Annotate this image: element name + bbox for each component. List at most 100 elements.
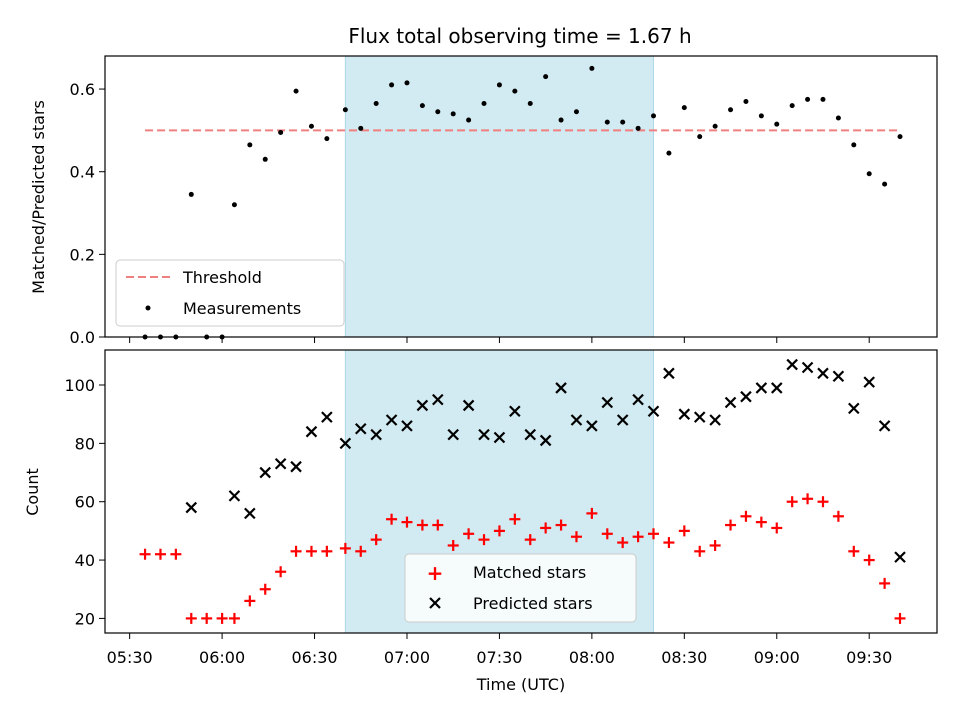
predicted-stars-point [185,501,198,514]
matched-stars-point [894,612,906,624]
matched-stars-point [339,542,351,554]
predicted-stars-point [305,425,318,438]
matched-stars-point [154,548,166,560]
matched-stars-point [305,545,317,557]
matched-stars-point [416,519,428,531]
measurement-point [758,113,764,119]
measurement-point [435,109,441,115]
predicted-stars-point [321,411,333,423]
matched-stars-point [832,510,844,522]
measurement-point [697,134,703,140]
ratio-legend-frame [115,259,345,327]
ratio-data-layer [142,65,903,340]
measurement-point [589,65,595,71]
matched-stars-point [879,577,891,589]
measurement-point [774,121,780,127]
predicted-stars-point [863,376,875,388]
measurement-point [712,123,718,129]
predicted-stars-point [817,367,829,380]
matched-stars-point [201,612,213,624]
matched-stars-point [447,539,459,551]
predicted-stars-point [601,396,614,409]
matched-stars-point [275,566,287,578]
count-legend: + Matched stars Predicted stars [404,553,637,623]
measurement-point [278,129,284,135]
measurement-point [481,101,487,107]
predicted-stars-point [370,428,382,441]
measurement-point [324,136,330,142]
measurement-point [835,115,841,121]
matched-stars-point [755,516,767,528]
predicted-stars-point [740,390,752,403]
measurement-point [882,181,888,187]
measurement-point [373,101,379,107]
count-panel: 20 40 60 80 100 05:30 06:00 06:30 07:00 07:30 08:0… [23,349,938,694]
x-axis-label: Time (UTC) [476,675,565,694]
highlight-span-top [344,55,655,338]
measurement-point [247,142,253,148]
measurement-point [851,142,857,148]
count-y-axis-label: Count [23,468,42,516]
measurement-point [450,111,456,117]
predicted-stars-point [290,460,302,473]
predicted-stars-point [555,382,567,394]
matched-stars-point [216,612,228,624]
measurement-point [620,119,626,125]
matched-stars-point [290,545,302,557]
count-data-layer [139,358,906,624]
matched-stars-point [725,519,737,531]
legend-measurements-label: Measurements [183,299,301,318]
matched-stars-point [663,537,675,549]
predicted-stars-point [509,405,521,418]
predicted-stars-point [848,402,860,415]
matched-stars-point [139,548,151,560]
predicted-stars-point [632,393,644,406]
predicted-stars-point [678,408,691,420]
matched-stars-point [570,531,582,543]
matched-stars-point [601,528,613,540]
matched-stars-point [817,496,829,508]
x-tick-label: 09:00 [754,648,800,667]
matched-stars-point [802,493,814,505]
measurement-point [496,82,502,88]
matched-stars-point [463,528,475,540]
measurement-point [728,107,734,113]
matched-stars-point [228,612,240,624]
matched-stars-point [786,496,798,508]
x-tick-label: 06:00 [199,648,245,667]
matched-stars-point [648,528,660,540]
matched-stars-point [321,545,333,557]
matched-stars-point [386,513,398,525]
predicted-stars-point [894,551,906,563]
x-tick-label: 05:30 [107,648,153,667]
x-tick-label: 06:30 [291,648,337,667]
predicted-stars-point [539,434,552,447]
measurement-point [543,74,549,80]
measurement-point [389,82,395,88]
matched-stars-point [401,516,413,528]
measurement-point [604,119,610,125]
matched-stars-point [586,507,598,519]
predicted-stars-point [478,428,490,441]
measurement-point [820,96,826,102]
count-axis-ticks: 20 40 60 80 100 05:30 06:00 06:30 07:00 07:30 08:0… [64,376,892,667]
predicted-stars-point [259,466,272,479]
predicted-stars-point [447,428,459,441]
measurement-point [527,101,533,107]
y-tick-label: 20 [75,609,95,628]
predicted-stars-point [385,414,398,426]
measurement-point [805,96,811,102]
measurement-point [188,191,194,197]
matched-stars-point [540,522,552,534]
chart-title: Flux total observing time = 1.67 h [348,24,691,48]
predicted-stars-point [755,382,768,394]
legend-predicted-swatch [429,597,441,609]
y-tick-label: 100 [64,376,95,395]
legend-matched-label: Matched stars [473,563,586,582]
ratio-axis-ticks: 0.0 0.2 0.4 0.6 [70,80,870,347]
predicted-stars-point [709,414,721,426]
matched-stars-point [632,531,644,543]
measurement-point [789,103,795,109]
y-tick-label: 0.2 [70,245,95,264]
predicted-stars-point [616,414,629,426]
